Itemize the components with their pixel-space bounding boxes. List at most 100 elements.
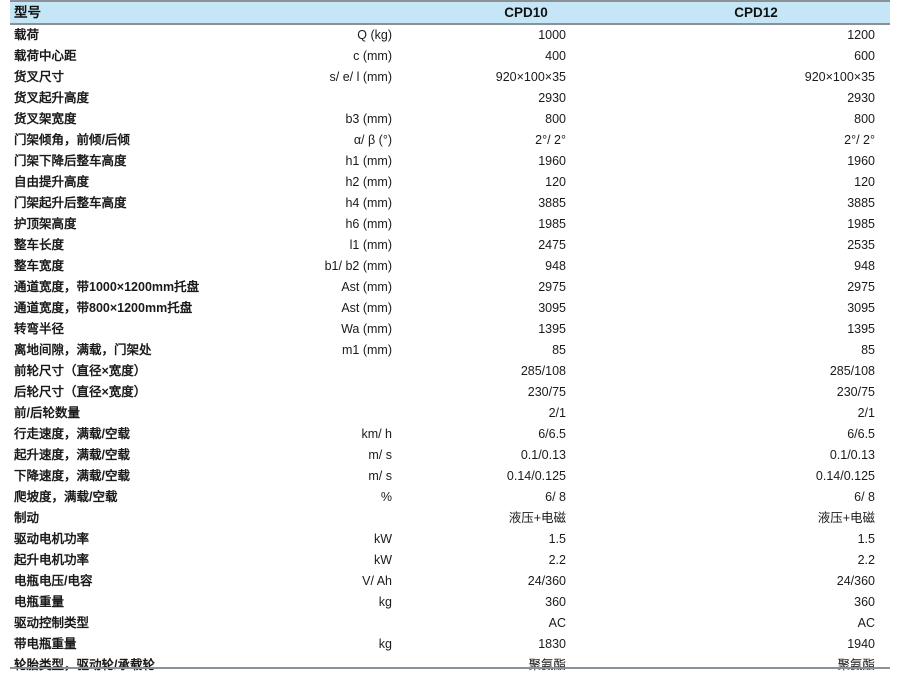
table-row: 货叉起升高度 2930 2930 <box>10 88 890 109</box>
row-symbol-unit: h1 (mm) <box>345 154 392 168</box>
table-row: 货叉尺寸 s/ e/ l (mm) 920×100×35 920×100×35 <box>10 67 890 88</box>
row-label: 爬坡度，满载/空载 <box>14 490 118 504</box>
row-value-cpd10: 2930 <box>538 91 566 105</box>
row-label: 门架下降后整车高度 <box>14 154 127 168</box>
row-value-cpd12: 2975 <box>847 280 875 294</box>
row-symbol-unit: s/ e/ l (mm) <box>329 70 393 84</box>
row-value-cpd12: 2.2 <box>857 553 875 567</box>
row-label: 电瓶重量 <box>14 595 65 609</box>
header-cell-model: 型号 <box>10 0 306 25</box>
row-value-cpd10: 85 <box>552 343 566 357</box>
row-symbol-unit: m/ s <box>368 448 392 462</box>
row-value-cpd10: 800 <box>545 112 566 126</box>
row-value-cpd12: 6/ 8 <box>854 490 875 504</box>
table-row: 护顶架高度 h6 (mm) 1985 1985 <box>10 214 890 235</box>
row-value-cpd12: 1.5 <box>857 532 875 546</box>
row-value-cpd10: 3095 <box>538 301 566 315</box>
row-value-cpd12: AC <box>857 616 875 630</box>
row-symbol-unit: V/ Ah <box>362 574 392 588</box>
table-row: 整车长度 l1 (mm) 2475 2535 <box>10 235 890 256</box>
header-row: 型号 CPD10 CPD12 <box>10 0 890 25</box>
header-cell-cpd12: CPD12 <box>636 0 890 25</box>
row-value-cpd10: 2.2 <box>548 553 566 567</box>
table-row: 起升速度，满载/空载 m/ s 0.1/0.13 0.1/0.13 <box>10 445 890 466</box>
row-label: 货叉起升高度 <box>14 91 90 105</box>
row-label: 电瓶电压/电容 <box>14 574 93 588</box>
row-value-cpd12: 3885 <box>847 196 875 210</box>
table-row: 通道宽度，带1000×1200mm托盘 Ast (mm) 2975 2975 <box>10 277 890 298</box>
row-label: 带电瓶重量 <box>14 637 77 651</box>
row-value-cpd12: 0.14/0.125 <box>815 469 875 483</box>
table-row: 前轮尺寸（直径×宽度） 285/108 285/108 <box>10 361 890 382</box>
table-row: 爬坡度，满载/空载% 6/ 8 6/ 8 <box>10 487 890 508</box>
row-symbol-unit: m1 (mm) <box>342 343 392 357</box>
row-value-cpd10: 400 <box>545 49 566 63</box>
row-symbol-unit: km/ h <box>361 427 392 441</box>
row-label: 前/后轮数量 <box>14 406 80 420</box>
table-row: 门架倾角，前倾/后倾 α/ β (°) 2°/ 2° 2°/ 2° <box>10 130 890 151</box>
row-value-cpd10: 1000 <box>538 28 566 42</box>
row-value-cpd10: 6/ 8 <box>545 490 566 504</box>
row-value-cpd10: 0.1/0.13 <box>520 448 566 462</box>
row-value-cpd12: 2535 <box>847 238 875 252</box>
row-label: 驱动控制类型 <box>14 616 90 630</box>
row-value-cpd12: 948 <box>854 259 875 273</box>
row-symbol-unit: Ast (mm) <box>341 301 392 315</box>
table-row: 货叉架宽度 b3 (mm) 800 800 <box>10 109 890 130</box>
row-value-cpd12: 1985 <box>847 217 875 231</box>
row-value-cpd10: 24/360 <box>527 574 566 588</box>
row-value-cpd10: 1985 <box>538 217 566 231</box>
row-label: 制动 <box>14 511 40 525</box>
row-symbol-unit <box>306 508 416 529</box>
row-value-cpd12: 85 <box>861 343 875 357</box>
row-symbol-unit: kW <box>373 553 392 567</box>
row-symbol-unit: l1 (mm) <box>349 238 392 252</box>
row-value-cpd12: 600 <box>854 49 875 63</box>
table-row: 带电瓶重量 kg 1830 1940 <box>10 634 890 655</box>
row-value-cpd12: 1200 <box>847 28 875 42</box>
row-symbol-unit: h2 (mm) <box>345 175 392 189</box>
row-label: 离地间隙，满载，门架处 <box>14 343 152 357</box>
row-label: 门架起升后整车高度 <box>14 196 127 210</box>
row-symbol-unit <box>306 382 416 403</box>
row-symbol-unit: Ast (mm) <box>341 280 392 294</box>
row-value-cpd12: 液压+电磁 <box>817 511 875 525</box>
row-symbol-unit: m/ s <box>368 469 392 483</box>
table-row: 下降速度，满载/空载 m/ s 0.14/0.125 0.14/0.125 <box>10 466 890 487</box>
row-label: 门架倾角，前倾/后倾 <box>14 133 130 147</box>
row-value-cpd12: 360 <box>854 595 875 609</box>
row-label: 自由提升高度 <box>14 175 90 189</box>
specification-table: 型号 CPD10 CPD12 载荷 Q (kg) 1000 1200 载荷中心距 c (m… <box>10 0 890 676</box>
row-value-cpd12: 2/1 <box>857 406 875 420</box>
row-symbol-unit: h4 (mm) <box>345 196 392 210</box>
row-symbol-unit: c (mm) <box>353 49 392 63</box>
row-value-cpd10: 920×100×35 <box>495 70 566 84</box>
row-symbol-unit <box>306 613 416 634</box>
row-value-cpd10: 1960 <box>538 154 566 168</box>
table-row: 驱动控制类型 AC AC <box>10 613 890 634</box>
table-row: 整车宽度 b1/ b2 (mm) 948 948 <box>10 256 890 277</box>
row-label: 整车长度 <box>14 238 65 252</box>
row-label: 起升速度，满载/空载 <box>14 448 130 462</box>
row-value-cpd10: 120 <box>545 175 566 189</box>
table-row: 离地间隙，满载，门架处 m1 (mm) 85 85 <box>10 340 890 361</box>
table-row: 自由提升高度 h2 (mm) 120 120 <box>10 172 890 193</box>
row-symbol-unit: kW <box>373 532 392 546</box>
row-value-cpd10: 230/75 <box>527 385 566 399</box>
row-label: 行走速度，满载/空载 <box>14 427 130 441</box>
row-label: 转弯半径 <box>14 322 65 336</box>
row-label: 护顶架高度 <box>14 217 77 231</box>
header-cell-cpd10: CPD10 <box>416 0 636 25</box>
row-value-cpd10: 285/108 <box>520 364 566 378</box>
table-header: 型号 CPD10 CPD12 <box>10 0 890 25</box>
row-value-cpd12: 800 <box>854 112 875 126</box>
row-symbol-unit: kg <box>378 637 392 651</box>
row-label: 载荷 <box>14 28 40 42</box>
table-row: 转弯半径 Wa (mm) 1395 1395 <box>10 319 890 340</box>
row-value-cpd10: 0.14/0.125 <box>506 469 566 483</box>
row-value-cpd10: AC <box>548 616 566 630</box>
row-value-cpd12: 6/6.5 <box>847 427 875 441</box>
row-symbol-unit: kg <box>378 595 392 609</box>
row-symbol-unit: b1/ b2 (mm) <box>324 259 392 273</box>
row-label: 后轮尺寸（直径×宽度） <box>14 385 147 399</box>
